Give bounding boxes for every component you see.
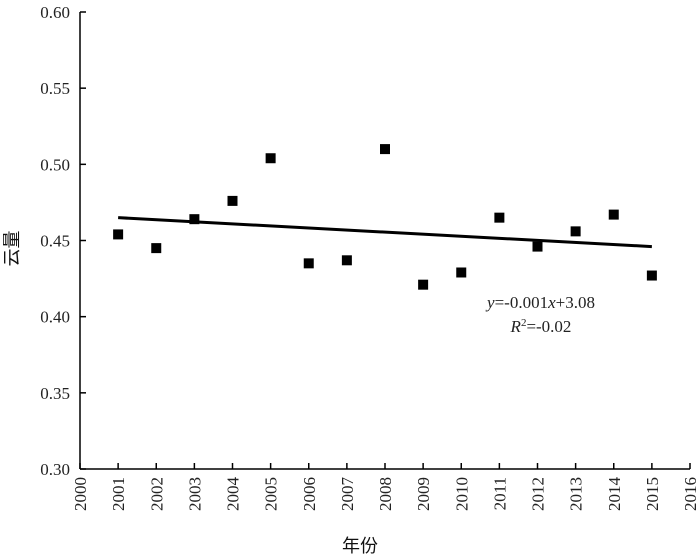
x-tick-label: 2010 (452, 477, 471, 511)
data-point (418, 279, 429, 290)
data-point (341, 255, 352, 266)
x-tick-label: 2009 (414, 477, 433, 511)
equation-slope: =-0.001 (495, 293, 549, 312)
x-tick-label: 2012 (529, 477, 548, 511)
x-tick-label: 2004 (224, 477, 243, 512)
x-tick-label: 2000 (71, 477, 90, 511)
x-tick-label: 2003 (185, 477, 204, 511)
x-tick-label: 2014 (605, 477, 624, 512)
x-tick-label: 2006 (300, 477, 319, 511)
y-axis-title: 云量 (2, 231, 23, 267)
y-tick-label: 0.45 (40, 232, 70, 251)
y-tick-label: 0.40 (40, 308, 70, 327)
data-point (303, 258, 314, 269)
y-tick-label: 0.55 (40, 79, 70, 98)
r-symbol: R (510, 317, 522, 336)
x-axis-title: 年份 (342, 536, 378, 557)
x-tick-label: 2011 (490, 477, 509, 510)
x-tick-label: 2002 (147, 477, 166, 511)
y-tick-label: 0.30 (40, 460, 70, 479)
x-tick-label: 2013 (567, 477, 586, 511)
equation-y-symbol: y (485, 293, 495, 312)
data-point (494, 212, 505, 223)
data-point (608, 209, 619, 220)
y-tick-label: 0.50 (40, 155, 70, 174)
data-point (570, 226, 581, 237)
r-squared-value: =-0.02 (526, 317, 571, 336)
plot-area: 0.30 0.35 0.40 0.45 0.50 0.55 0.60 2000 2001 2002… (2, 3, 700, 557)
x-tick-label: 2007 (338, 477, 357, 512)
r-superscript: 2 (521, 317, 527, 329)
data-point (456, 267, 467, 278)
x-tick-label: 2001 (109, 477, 128, 511)
regression-equation: y=-0.001x+3.08 (485, 293, 595, 312)
equation-intercept: +3.08 (556, 293, 595, 312)
data-point (265, 153, 276, 164)
equation-x-symbol: x (547, 293, 556, 312)
x-tick-label: 2008 (376, 477, 395, 511)
data-point (532, 241, 543, 252)
trend-line (118, 216, 652, 249)
y-tick-label: 0.35 (40, 384, 70, 403)
r-squared-label: R2=-0.02 (510, 317, 572, 336)
data-point (151, 243, 162, 254)
x-tick-label: 2016 (681, 477, 700, 511)
x-tick-label: 2015 (643, 477, 662, 511)
data-point (380, 144, 390, 155)
data-point (227, 195, 238, 206)
y-tick-label: 0.60 (40, 3, 70, 22)
x-tick-label: 2005 (262, 477, 281, 511)
data-point (113, 229, 124, 240)
data-point (189, 214, 200, 225)
data-point (646, 270, 657, 281)
